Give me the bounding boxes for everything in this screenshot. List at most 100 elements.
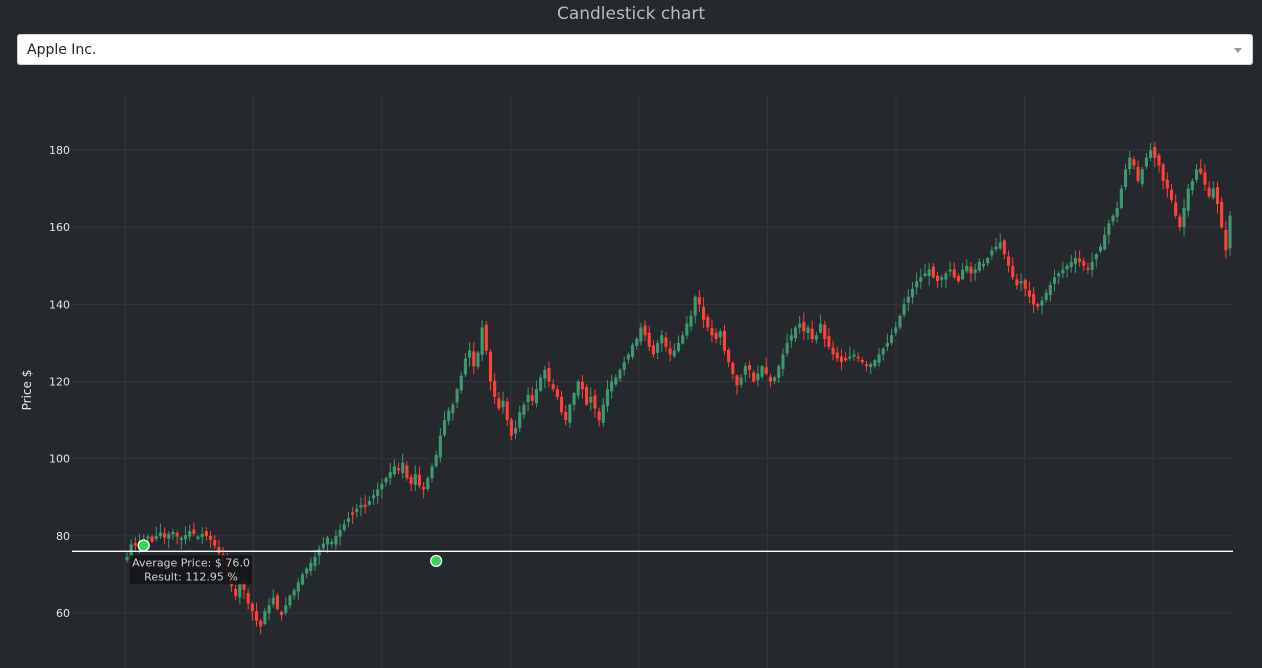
candle-body [442,420,447,436]
candle [158,523,162,539]
candle [969,262,973,283]
candle-body [685,323,689,336]
candle-body [1098,246,1103,252]
candle-body [1123,169,1128,187]
candle-body [1040,300,1044,306]
candle [1144,152,1149,170]
candle-body [125,557,129,561]
candle [384,476,388,487]
candle [898,314,902,330]
candle-body [480,327,484,355]
candle-body [522,404,526,415]
candle-body [894,327,898,333]
candle-body [781,354,785,369]
candle-body [890,335,894,343]
candle [275,592,279,611]
candle-body [747,365,752,370]
candle-body [1228,215,1232,249]
candle-body [493,380,497,397]
candle [864,360,869,372]
candle-body [158,532,162,537]
annotation-result: Result: 112.95 % [144,570,238,583]
candle-body [246,592,250,604]
candle [814,331,818,344]
company-dropdown[interactable]: Apple Inc. [17,34,1253,65]
candle [965,259,969,274]
candle-body [376,489,380,496]
candle-body [789,335,793,341]
candle-body [1153,146,1157,158]
candle [656,339,660,360]
candle-body [430,466,434,479]
candle [271,589,275,608]
candle-body [1220,201,1224,228]
candle-body [814,335,818,340]
candle-body [635,339,639,346]
candle-body [1136,166,1140,181]
candle-body [1186,188,1190,211]
candle-body [785,342,789,354]
candle-body [802,321,806,332]
candle-body [898,315,902,328]
candle-body [526,395,530,403]
candle-body [931,266,935,278]
candle [1015,273,1019,290]
candle-body [413,474,417,485]
candle-body [1132,159,1136,166]
candle-body [1169,189,1174,201]
candle [200,526,204,544]
candle [484,321,488,355]
candle-body [305,568,309,574]
candle-body [476,352,480,367]
candle [902,297,906,318]
candle [635,336,639,350]
candle-body [1211,188,1215,198]
candle-body [1107,223,1111,236]
candle-body [689,315,693,327]
candle-body [643,325,647,336]
candle [1224,220,1228,259]
candle [530,386,534,406]
candle-body [208,535,213,540]
candle [990,246,994,260]
candle [1036,302,1040,311]
candle [1061,261,1065,279]
candle [1065,263,1069,278]
candlestick-chart[interactable]: 60 80 100 120 140 160 180 Price $ Average Pric… [0,75,1262,668]
candle [305,566,309,579]
chevron-down-icon[interactable] [1234,48,1242,53]
candle-body [463,358,467,375]
page-title: Candlestick chart [556,4,706,24]
candle [952,262,956,280]
candle-body [254,611,259,621]
candle [430,463,434,483]
candle-body [196,536,200,539]
candle [363,495,367,514]
candle [154,526,158,542]
candle-body [873,360,877,367]
candle-body [1144,157,1149,167]
candle-body [1078,258,1082,262]
candle [672,343,676,359]
candle [998,233,1002,251]
candle [351,507,355,524]
candle [1090,252,1094,278]
candle-body [1115,207,1119,217]
candle [555,385,559,401]
candle [1103,227,1107,251]
candle-body [881,348,885,355]
candle [1165,172,1169,198]
candle [459,371,463,394]
candle [447,407,451,426]
candle-body [355,508,359,513]
candle [580,375,584,399]
candle [739,374,743,388]
candle [722,324,727,355]
candle [346,511,351,528]
candle-body [768,376,772,382]
candle [651,340,655,358]
candle [877,348,881,367]
candle-body [869,364,873,368]
candle-body [731,362,735,374]
candle-body [422,486,426,490]
